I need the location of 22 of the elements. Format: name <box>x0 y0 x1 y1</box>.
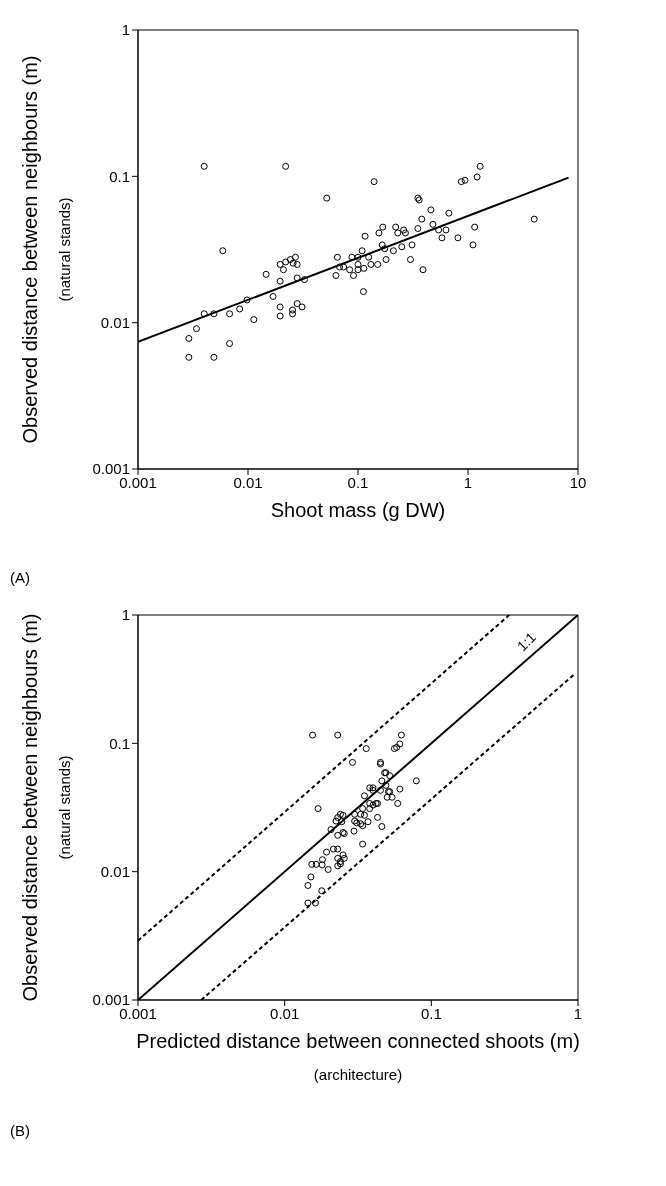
x-tick-label: 0.1 <box>347 473 369 491</box>
x-tick-label: 10 <box>569 473 587 491</box>
text: (B) <box>10 1122 30 1139</box>
y-axis-title: Observed distance between neighbours (m) (natural stands) <box>19 55 73 444</box>
x-tick-label: 0.01 <box>270 1004 300 1022</box>
y-tick-label: 0.01 <box>100 313 130 331</box>
x-tick-label: 0.01 <box>233 473 263 491</box>
y-tick-label: 0.01 <box>100 862 130 880</box>
x-tick-label: 1 <box>573 1004 583 1022</box>
y-tick-label: 0.001 <box>92 991 130 1009</box>
y-tick-label: 0.1 <box>109 167 130 185</box>
x-tick-label: 1 <box>463 473 473 491</box>
y-tick-label: 1 <box>121 21 130 39</box>
x-axis-title: Shoot mass (g DW) <box>270 499 446 521</box>
y-axis-title: Observed distance between neighbours (m) (natural stands) <box>19 613 73 1002</box>
y-tick-label: 0.1 <box>109 734 130 752</box>
y-tick-label: 1 <box>121 606 130 624</box>
text: 1:1 <box>513 628 540 654</box>
x-tick-label: 0.1 <box>420 1004 442 1022</box>
y-tick-label: 0.001 <box>92 460 130 478</box>
x-axis-title: Predicted distance between connected shoots (m) (architecture) <box>136 1030 580 1083</box>
text: (A) <box>10 569 30 586</box>
